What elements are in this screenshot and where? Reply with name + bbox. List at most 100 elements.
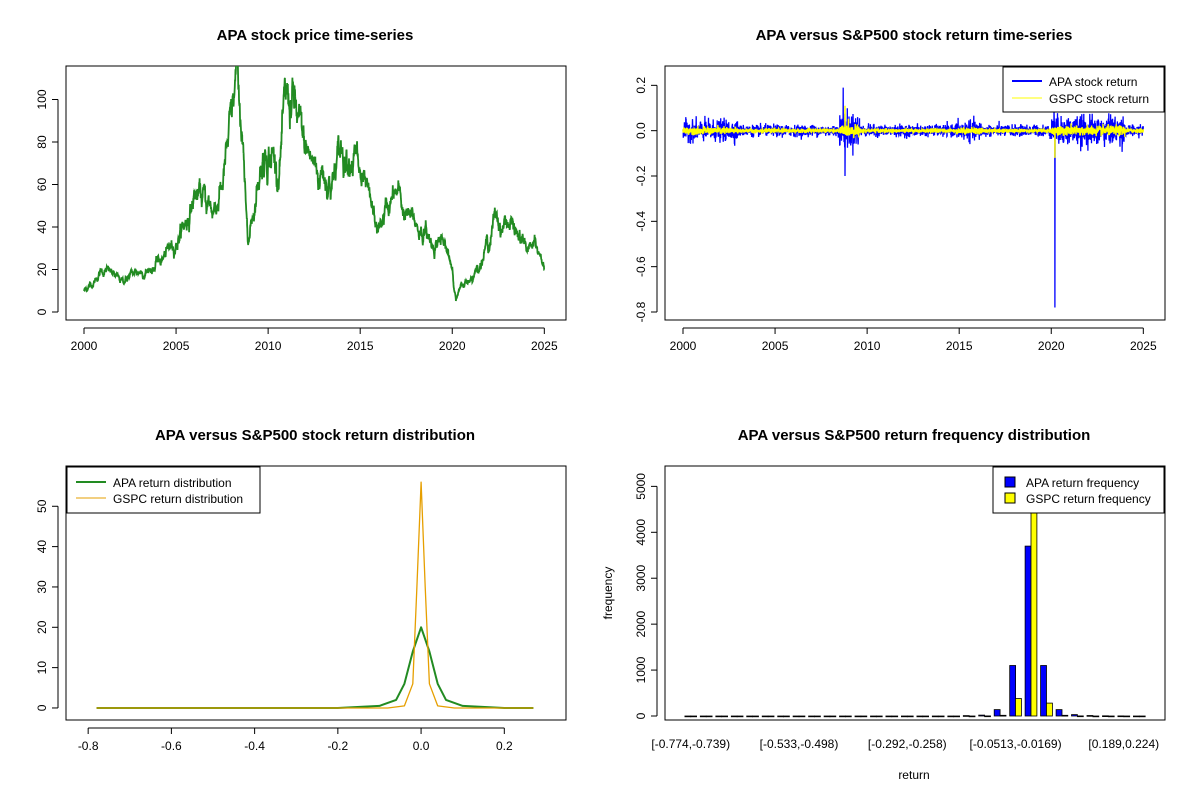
apa-frequency-bar <box>777 715 785 718</box>
distribution-x-tick-label: -0.8 <box>78 739 99 753</box>
apa-frequency-bar <box>854 715 862 718</box>
apa-frequency-bar <box>808 715 815 718</box>
distribution-y-tick-label: 40 <box>35 540 49 554</box>
return-distribution-panel: APA versus S&P500 stock return distribut… <box>35 427 567 753</box>
legend-label-gspc-frequency: GSPC return frequency <box>1026 492 1151 506</box>
gspc-frequency-bar <box>829 715 837 718</box>
legend-label-apa-distribution: APA return distribution <box>113 476 232 490</box>
apa-frequency-bar <box>962 715 970 717</box>
return-ts-x-tick-label: 2010 <box>854 339 881 353</box>
return-distribution-y-axis: 0 10 20 30 40 50 <box>35 499 59 711</box>
gspc-frequency-bar <box>891 715 899 718</box>
apa-frequency-bar <box>1102 715 1109 717</box>
apa-frequency-bar <box>947 715 955 718</box>
apa-frequency-bar <box>885 715 893 718</box>
apa-frequency-bar <box>699 715 707 718</box>
legend-box <box>992 466 1165 514</box>
apa-distribution-line <box>96 626 534 709</box>
gspc-frequency-bar <box>705 715 713 718</box>
price-chart-panel: APA stock price time-series 2000 2005 2010… <box>35 27 567 353</box>
price-chart-title: APA stock price time-series <box>217 27 414 44</box>
apa-frequency-bar <box>761 715 769 718</box>
distribution-y-tick-label: 0 <box>35 704 49 711</box>
frequency-y-tick-label: 4000 <box>634 519 648 546</box>
frequency-legend: APA return frequency GSPC return frequen… <box>992 466 1165 514</box>
frequency-histogram-panel: APA versus S&P500 return frequency distr… <box>601 427 1166 782</box>
price-series-line <box>83 66 545 302</box>
gspc-frequency-bar <box>860 715 868 718</box>
gspc-frequency-bar <box>1092 715 1100 718</box>
gspc-frequency-bar <box>1123 715 1131 718</box>
frequency-x-axis-label: return <box>898 768 929 782</box>
gspc-frequency-bar <box>1046 702 1053 717</box>
gspc-frequency-bar <box>690 715 698 718</box>
price-plot-frame <box>65 65 567 321</box>
apa-frequency-bar <box>839 715 846 718</box>
return-timeseries-title: APA versus S&P500 stock return time-seri… <box>756 27 1073 44</box>
frequency-x-tick-label: [-0.292,-0.258) <box>868 737 947 751</box>
return-ts-y-tick-label: 0.0 <box>634 122 648 139</box>
price-y-tick-label: 100 <box>35 89 49 109</box>
gspc-distribution-line <box>96 481 534 709</box>
return-ts-y-tick-label: -0.6 <box>634 256 648 277</box>
distribution-x-tick-label: -0.2 <box>328 739 349 753</box>
return-timeseries-panel: APA versus S&P500 stock return time-seri… <box>634 27 1166 353</box>
apa-frequency-bar <box>901 715 908 718</box>
gspc-frequency-bar <box>845 715 852 718</box>
gspc-frequency-bar <box>767 715 775 718</box>
price-y-tick-label: 80 <box>35 135 49 149</box>
distribution-x-tick-label: 0.2 <box>496 739 513 753</box>
apa-frequency-bar <box>715 715 723 718</box>
gspc-frequency-bar <box>1015 698 1022 717</box>
legend-label-apa-return: APA stock return <box>1049 75 1137 89</box>
return-distribution-data-layer <box>96 481 534 709</box>
distribution-x-tick-label: -0.6 <box>161 739 182 753</box>
apa-frequency-bar <box>993 709 1001 717</box>
price-x-tick-label: 2010 <box>255 339 282 353</box>
return-timeseries-data-layer <box>682 87 1144 308</box>
return-ts-x-tick-label: 2020 <box>1038 339 1065 353</box>
price-x-tick-label: 2005 <box>163 339 190 353</box>
return-distribution-frame <box>65 465 567 721</box>
gspc-frequency-bar <box>752 715 759 718</box>
distribution-x-tick-label: -0.4 <box>244 739 265 753</box>
return-distribution-title: APA versus S&P500 stock return distribut… <box>155 427 475 444</box>
price-x-tick-label: 2000 <box>71 339 98 353</box>
frequency-x-tick-label: [-0.774,-0.739) <box>651 737 730 751</box>
gspc-frequency-bar <box>814 715 821 718</box>
frequency-x-tick-label: [0.189,0.224) <box>1088 737 1159 751</box>
gspc-frequency-bar <box>736 715 744 718</box>
frequency-y-tick-label: 1000 <box>634 656 648 683</box>
return-ts-x-tick-label: 2025 <box>1130 339 1157 353</box>
gspc-frequency-bar <box>999 714 1007 717</box>
return-timeseries-y-axis: -0.8 -0.6 -0.4 -0.2 0.0 0.2 <box>634 77 658 322</box>
apa-frequency-bar <box>870 715 877 718</box>
gspc-frequency-bar <box>922 715 930 718</box>
apa-frequency-bar <box>1009 665 1017 717</box>
legend-label-gspc-return: GSPC stock return <box>1049 92 1149 106</box>
legend-box <box>1002 66 1165 113</box>
gspc-frequency-bar <box>906 715 914 718</box>
legend-swatch-gspc-frequency <box>1004 492 1016 504</box>
apa-frequency-bar <box>1086 715 1094 717</box>
return-ts-x-tick-label: 2015 <box>946 339 973 353</box>
apa-frequency-bar <box>1133 715 1140 718</box>
price-data-layer <box>83 66 545 302</box>
price-x-axis: 2000 2005 2010 2015 2020 2025 <box>71 327 558 353</box>
return-timeseries-frame <box>664 65 1166 321</box>
apa-return-series-line <box>682 87 1144 308</box>
return-timeseries-x-axis: 2000 2005 2010 2015 2020 2025 <box>670 327 1157 353</box>
return-distribution-x-axis: -0.8 -0.6 -0.4 -0.2 0.0 0.2 <box>78 727 513 753</box>
gspc-frequency-bar <box>1138 715 1146 718</box>
return-ts-y-tick-label: 0.2 <box>634 77 648 94</box>
return-distribution-legend: APA return distribution GSPC return dist… <box>66 466 261 514</box>
apa-frequency-bar <box>1024 545 1032 717</box>
frequency-x-tick-label: [-0.533,-0.498) <box>760 737 839 751</box>
legend-label-gspc-distribution: GSPC return distribution <box>113 492 243 506</box>
gspc-frequency-bar <box>984 715 991 718</box>
return-ts-x-tick-label: 2005 <box>762 339 789 353</box>
gspc-frequency-bar <box>721 715 729 718</box>
distribution-y-tick-label: 30 <box>35 580 49 594</box>
apa-frequency-bar <box>916 715 924 718</box>
gspc-frequency-bar <box>953 715 961 718</box>
